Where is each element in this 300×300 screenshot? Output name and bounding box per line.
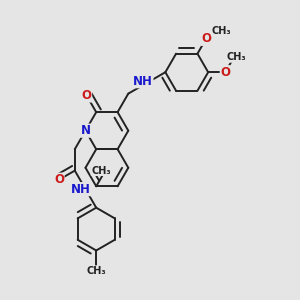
Text: CH₃: CH₃ bbox=[227, 52, 246, 62]
Text: CH₃: CH₃ bbox=[91, 166, 111, 176]
Text: O: O bbox=[220, 66, 230, 79]
Text: CH₃: CH₃ bbox=[211, 26, 231, 36]
Text: O: O bbox=[54, 173, 64, 186]
Text: CH₃: CH₃ bbox=[86, 266, 106, 276]
Text: N: N bbox=[80, 124, 91, 137]
Text: O: O bbox=[201, 32, 211, 45]
Text: NH: NH bbox=[133, 75, 153, 88]
Text: O: O bbox=[82, 89, 92, 102]
Text: NH: NH bbox=[71, 183, 91, 196]
